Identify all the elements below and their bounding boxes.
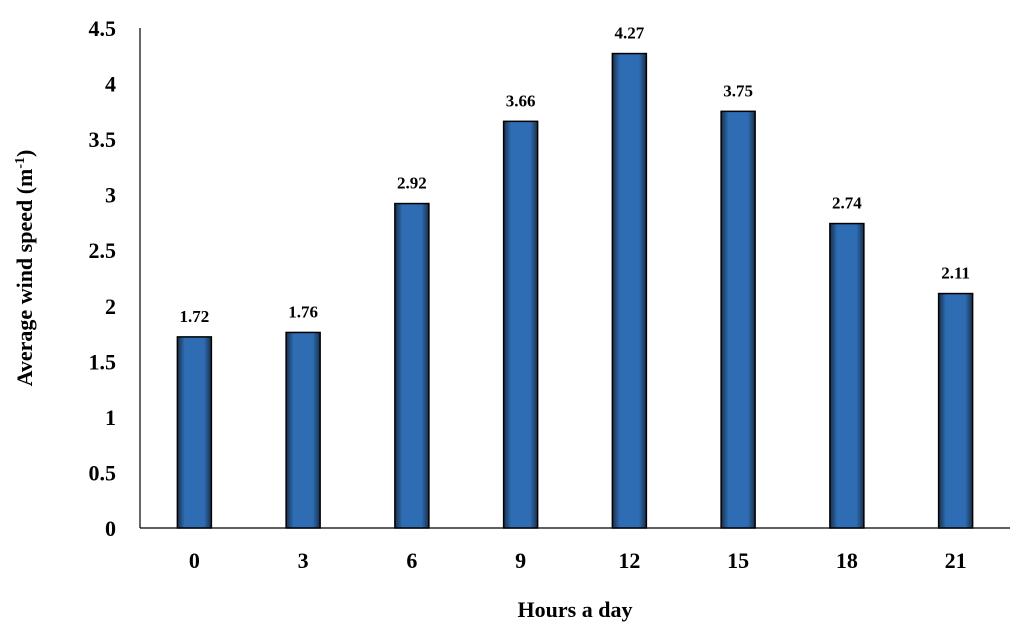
bar — [611, 52, 648, 529]
x-tick-label: 18 — [836, 548, 858, 573]
x-axis-title: Hours a day — [518, 597, 633, 622]
bar — [394, 202, 430, 529]
bar — [937, 292, 974, 529]
y-tick-label: 3.5 — [89, 127, 117, 152]
bar — [720, 110, 756, 529]
y-tick-label: 0 — [105, 516, 116, 541]
bar-data-label: 1.76 — [288, 302, 318, 321]
y-tick-label: 4 — [105, 72, 116, 97]
y-axis-title-superscript: -1 — [13, 157, 28, 169]
x-axis-tick-labels: 0 3 6 9 12 15 18 21 — [189, 548, 967, 573]
y-tick-label: 3 — [105, 183, 116, 208]
x-tick-label: 3 — [298, 548, 309, 573]
data-labels: 1.72 1.76 2.92 3.66 4.27 3.75 2.74 2.11 — [180, 24, 971, 326]
bar — [176, 336, 213, 529]
x-tick-label: 0 — [189, 548, 200, 573]
x-tick-label: 6 — [406, 548, 417, 573]
bar-data-label: 4.27 — [615, 24, 645, 43]
bar-data-label: 2.92 — [397, 174, 427, 193]
x-tick-label: 12 — [618, 548, 640, 573]
x-tick-label: 9 — [515, 548, 526, 573]
bar-data-label: 1.72 — [180, 307, 210, 326]
y-axis-title-main: Average wind speed (m — [12, 169, 37, 387]
bar — [502, 120, 539, 529]
y-tick-label: 1.5 — [89, 349, 117, 374]
x-tick-label: 15 — [727, 548, 749, 573]
y-tick-label: 1 — [105, 405, 116, 430]
y-tick-label: 2 — [105, 294, 116, 319]
y-tick-label: 2.5 — [89, 238, 117, 263]
bar-data-label: 3.66 — [506, 91, 536, 110]
bar — [285, 331, 321, 529]
y-tick-label: 4.5 — [89, 16, 117, 41]
bar-data-label: 2.74 — [832, 194, 862, 213]
bar-data-label: 2.11 — [941, 264, 970, 283]
y-axis-title-end: ) — [12, 150, 37, 157]
x-tick-label: 21 — [945, 548, 967, 573]
bar-series — [176, 52, 974, 529]
bar — [829, 222, 865, 529]
y-axis-title: Average wind speed (m-1) — [12, 150, 37, 387]
y-tick-label: 0.5 — [89, 460, 117, 485]
y-axis-tick-labels: 0 0.5 1 1.5 2 2.5 3 3.5 4 4.5 — [89, 16, 117, 541]
bar-data-label: 3.75 — [723, 81, 753, 100]
